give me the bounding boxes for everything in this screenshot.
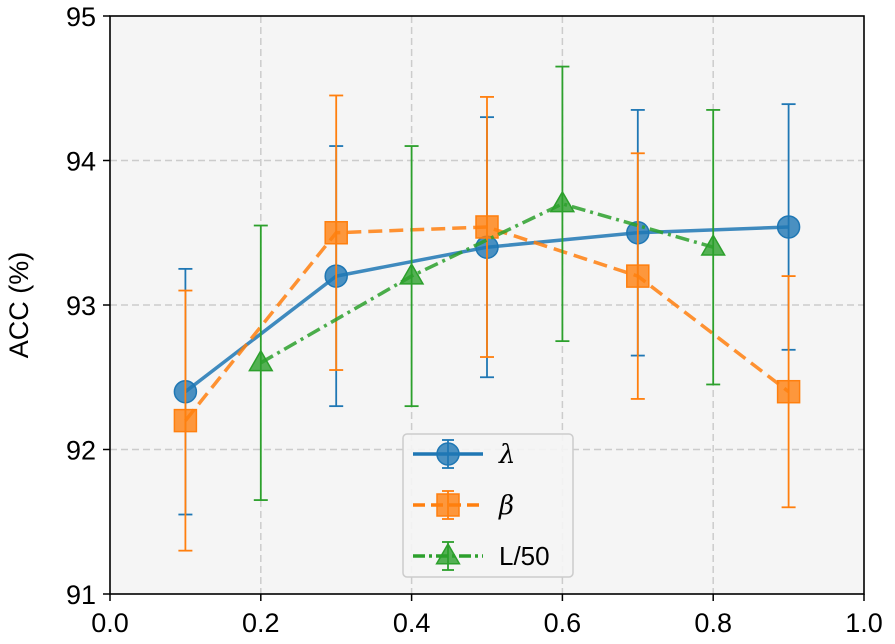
data-point — [626, 264, 650, 288]
legend: λβ L/50 — [402, 433, 574, 578]
data-point — [549, 190, 576, 213]
legend-entry: λ — [413, 439, 515, 470]
legend-entry: β — [413, 490, 514, 521]
x-tick-label: 0.4 — [393, 608, 431, 638]
legend-marker — [435, 542, 461, 565]
x-tick-label: 1.0 — [845, 608, 883, 638]
data-point — [700, 233, 726, 256]
legend-entry: L/50 — [413, 541, 550, 571]
y-tick-label: 94 — [66, 147, 96, 177]
legend-label: λ — [498, 440, 515, 470]
ticks: 0.0 0.2 0.4 0.6 0.8 1.0 91 92 93 94 95 — [66, 2, 883, 638]
data-point — [324, 221, 348, 245]
series-3 — [248, 65, 726, 501]
x-tick-label: 0.0 — [91, 608, 129, 638]
x-tick-label: 0.8 — [694, 608, 732, 638]
data-point — [248, 349, 274, 372]
legend-label: β — [498, 491, 514, 521]
data-point — [398, 262, 425, 285]
x-tick-label: 0.2 — [242, 608, 280, 638]
y-tick-label: 91 — [66, 580, 96, 610]
series-line — [259, 201, 714, 365]
data-point — [776, 215, 801, 239]
y-tick-label: 95 — [66, 2, 96, 32]
legend-label: L/50 — [499, 541, 550, 571]
series-layer — [173, 65, 801, 552]
x-tick-label: 0.6 — [544, 608, 582, 638]
data-point — [475, 215, 499, 239]
legend-marker — [436, 493, 460, 517]
data-point — [173, 408, 198, 433]
legend-marker — [436, 442, 460, 466]
data-point — [776, 379, 801, 404]
y-tick-label: 92 — [66, 436, 96, 466]
y-tick-label: 93 — [66, 291, 96, 321]
y-axis-title: ACC (%) — [4, 252, 34, 359]
series-2 — [173, 94, 801, 552]
